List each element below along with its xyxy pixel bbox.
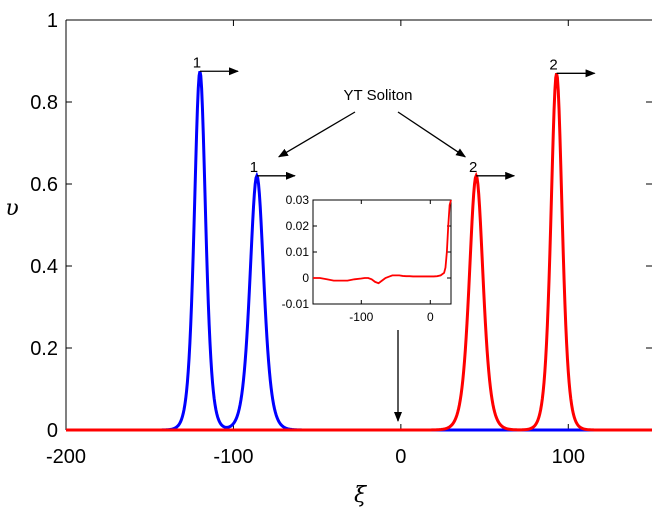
inset-frame [312, 199, 452, 305]
inset-y-tick-label: -0.01 [282, 297, 310, 311]
inset-y-tick-label: 0 [302, 271, 309, 285]
inset-y-tick-label: 0.02 [286, 219, 310, 233]
y-tick-label: 0.6 [30, 174, 58, 196]
y-tick-label: 0.4 [30, 256, 58, 278]
x-axis-title: ξ [354, 483, 368, 508]
peak-label: 1 [250, 159, 258, 176]
annotations: 1 1 2 2 YT Soliton [193, 54, 596, 422]
inset-x-tick-label: -100 [349, 310, 373, 324]
y-tick-label: 1 [47, 10, 58, 32]
series-line-2 [66, 73, 652, 432]
y-tick-label: 0 [47, 420, 58, 442]
inset-x-tick-label: 0 [427, 310, 434, 324]
peak-label: 1 [193, 54, 201, 71]
inset-y-tick-label: 0.01 [286, 245, 310, 259]
inset-series-line-1 [313, 199, 452, 285]
x-tick-label: 100 [552, 446, 585, 468]
inset-y-tick-label: 0.03 [286, 193, 310, 207]
x-tick-label: 0 [395, 446, 406, 468]
yt-arrow-right [397, 111, 467, 158]
yt-arrow-left [278, 111, 356, 158]
y-tick-label: 0.2 [30, 338, 58, 360]
inset-plot: -0.01 0 0.01 0.02 0.03 -100 0 [282, 193, 452, 324]
peak-label: 2 [469, 159, 477, 176]
x-tick-label: -100 [213, 446, 253, 468]
y-axis-title: υ [5, 196, 18, 221]
y-tick-label: 0.8 [30, 92, 58, 114]
peak-label: 2 [549, 56, 557, 73]
yt-soliton-label: YT Soliton [344, 87, 413, 104]
x-tick-label: -200 [46, 446, 86, 468]
